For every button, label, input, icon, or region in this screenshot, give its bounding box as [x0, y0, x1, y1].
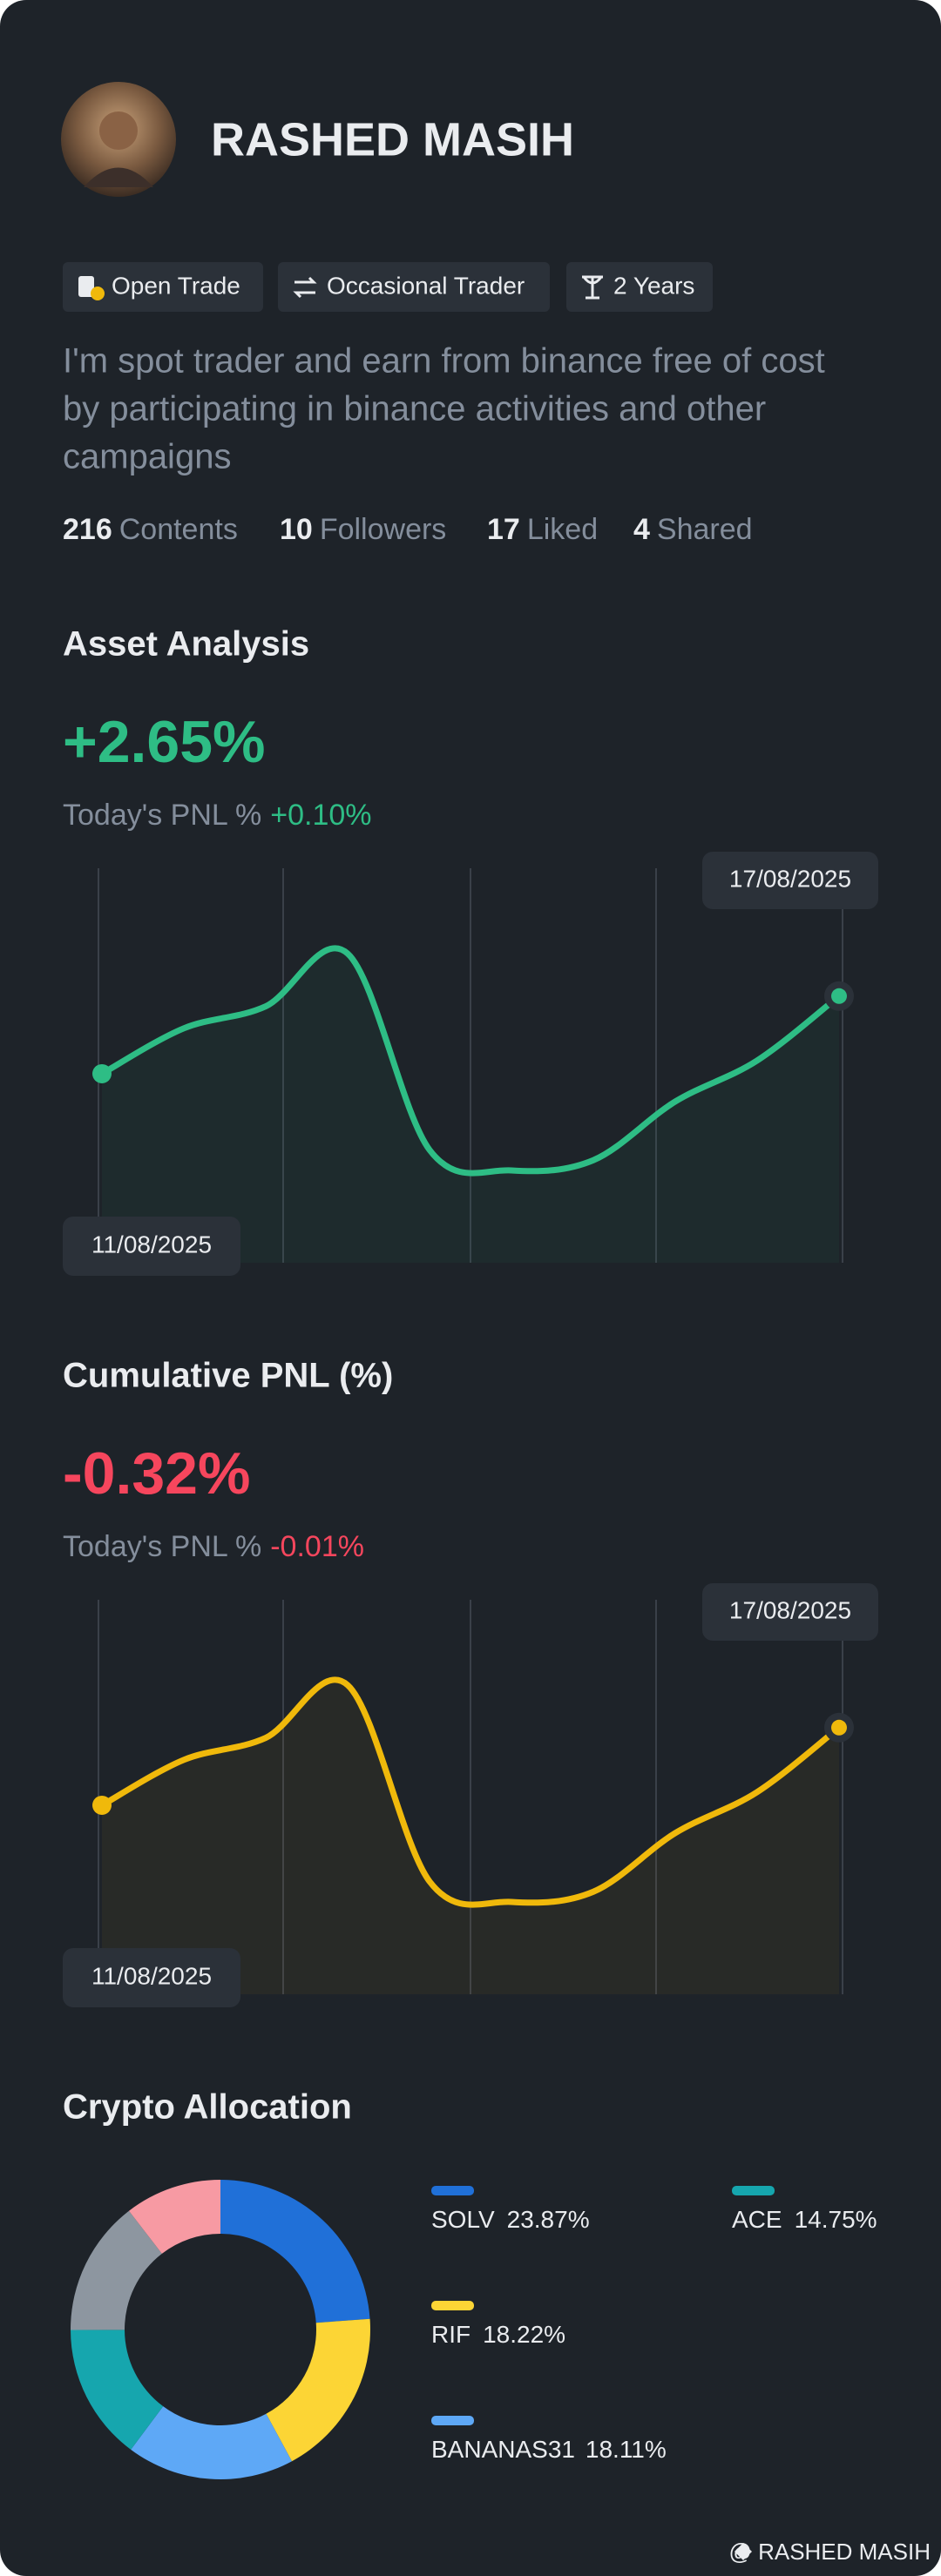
- tag-icon: [293, 276, 317, 299]
- end-date: 17/08/2025: [729, 1596, 851, 1623]
- line: [98, 945, 843, 1177]
- date-tooltip: [63, 1217, 240, 1276]
- avatar-body: [84, 167, 153, 187]
- bio-line: I'm spot trader and earn from binance fr…: [63, 342, 825, 381]
- donut-segment: [266, 2318, 370, 2462]
- donut-segment: [71, 2330, 164, 2450]
- stat-value: 4: [633, 513, 650, 546]
- stat-label: Shared: [657, 513, 753, 546]
- donut-segment: [71, 2210, 162, 2330]
- today-pnl-value: -0.01%: [270, 1530, 364, 1563]
- legend-swatch: [431, 2186, 474, 2195]
- pnl-change: -0.32%: [63, 1440, 250, 1507]
- stat-value: 17: [487, 513, 520, 546]
- tag-icon: [78, 276, 94, 297]
- tag-icon-badge: [91, 287, 105, 300]
- legend-entry: RIF 18.22%: [431, 2321, 565, 2348]
- tag-label: Occasional Trader: [327, 272, 525, 299]
- legend-swatch: [431, 2416, 474, 2425]
- line-area: [102, 1679, 839, 1994]
- line-area: [102, 947, 839, 1263]
- date-tooltip: [63, 1948, 240, 2007]
- stat-value: 10: [280, 513, 313, 546]
- legend-entry: SOLV 23.87%: [431, 2206, 590, 2233]
- today-pnl-label: Today's PNL %: [63, 799, 261, 832]
- stat: 216 Contents: [63, 513, 238, 546]
- legend-value: 18.22%: [483, 2321, 565, 2348]
- section-title: Asset Analysis: [63, 625, 309, 664]
- legend-name: RIF: [431, 2321, 470, 2348]
- start-date: 11/08/2025: [91, 1231, 212, 1258]
- end-date: 17/08/2025: [729, 865, 851, 892]
- legend-swatch: [732, 2186, 775, 2195]
- stat-label: Followers: [320, 513, 446, 546]
- tag-icon: [582, 275, 603, 300]
- legend-name: BANANAS31: [431, 2436, 574, 2463]
- legend-name: SOLV: [431, 2206, 495, 2233]
- tag[interactable]: [278, 262, 550, 312]
- legend-value: 14.75%: [795, 2206, 877, 2233]
- avatar-face: [99, 111, 138, 150]
- start-date: 11/08/2025: [91, 1962, 212, 1989]
- stat-value: 216: [63, 513, 112, 546]
- legend-entry: ACE 14.75%: [732, 2206, 877, 2233]
- date-tooltip: [702, 1583, 878, 1641]
- today-pnl: Today's PNL % +0.10%: [63, 799, 372, 832]
- stat-label: Contents: [119, 513, 238, 546]
- bio-line: by participating in binance activities a…: [63, 390, 766, 428]
- stat: 4 Shared: [633, 513, 753, 546]
- stat: 10 Followers: [280, 513, 446, 546]
- stat: 17 Liked: [487, 513, 598, 546]
- legend-value: 23.87%: [507, 2206, 590, 2233]
- content: 216 Contents 10 Followers 17 Liked 4 Shared Asse…: [63, 513, 878, 2480]
- start-point: [92, 1795, 112, 1815]
- legend-swatch: [431, 2301, 474, 2310]
- section-title: Crypto Allocation: [63, 2088, 352, 2127]
- start-point: [92, 1063, 112, 1083]
- tag-label: Open Trade: [112, 272, 240, 299]
- end-point: [831, 1719, 847, 1736]
- legend-name: ACE: [732, 2206, 782, 2233]
- legend-entry: BANANAS31 18.11%: [431, 2436, 667, 2463]
- profile-name: RASHED MASIH: [211, 113, 574, 165]
- footer-logo: [735, 2543, 752, 2560]
- footer: @ RASHED MASIH: [728, 2539, 931, 2565]
- donut-segment: [129, 2180, 220, 2254]
- bio-line: campaigns: [63, 438, 231, 476]
- today-pnl-label: Today's PNL %: [63, 1530, 261, 1563]
- line: [98, 1676, 843, 1908]
- footer-text: @ RASHED MASIH: [728, 2539, 931, 2565]
- today-pnl-value: +0.10%: [270, 799, 371, 832]
- donut-segment: [131, 2406, 293, 2480]
- today-pnl: Today's PNL % -0.01%: [63, 1530, 364, 1563]
- tag-label: 2 Years: [613, 272, 694, 299]
- tag[interactable]: [566, 262, 713, 312]
- section-title: Cumulative PNL (%): [63, 1357, 393, 1395]
- date-tooltip: [702, 852, 878, 909]
- tag[interactable]: [63, 262, 263, 312]
- end-point: [831, 988, 847, 1004]
- stat-label: Liked: [527, 513, 598, 546]
- pnl-change: +2.65%: [63, 709, 266, 775]
- legend-value: 18.11%: [586, 2436, 667, 2463]
- donut-segment: [220, 2180, 370, 2323]
